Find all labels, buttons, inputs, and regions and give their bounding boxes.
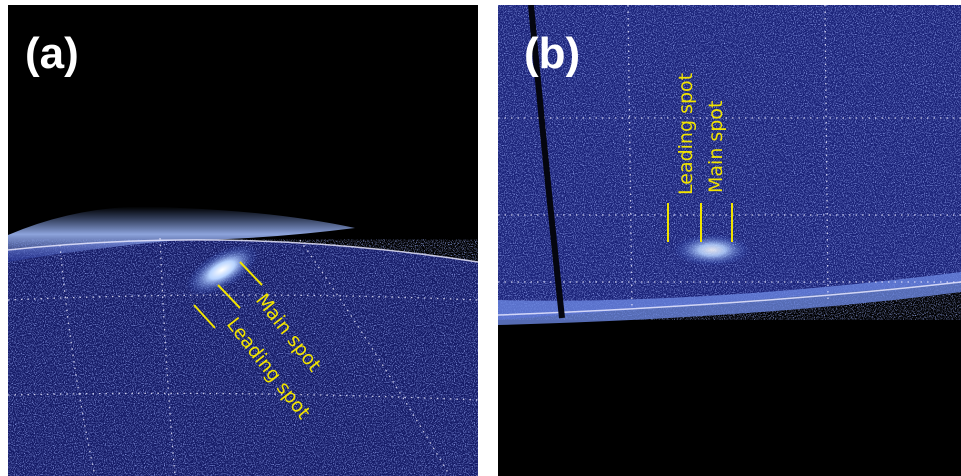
panel-label: (b) [524, 29, 580, 78]
annotation: Leading spot [675, 73, 697, 195]
bright-spot [674, 234, 750, 266]
figure: Main spot Leading spot (a) Leading spot … [0, 0, 961, 476]
panel-label: (a) [25, 29, 79, 78]
annotation: Main spot [705, 101, 727, 193]
